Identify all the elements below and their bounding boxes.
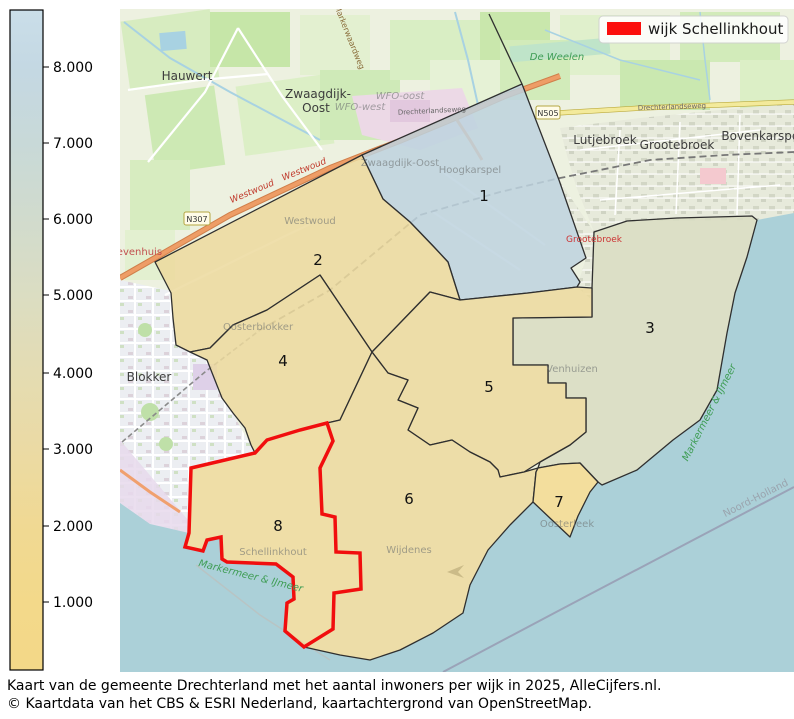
n505-badge: N505 <box>537 109 558 118</box>
town-block <box>700 168 726 184</box>
place-label: Bovenkarspel <box>721 129 794 143</box>
district-number-2: 2 <box>313 251 323 269</box>
place-label: Oosterblokker <box>223 322 294 333</box>
n307-badge: N307 <box>186 215 207 224</box>
place-label: Blokker <box>127 370 172 384</box>
road-n505 <box>539 100 794 116</box>
district-numbers: 1 2 3 4 5 6 7 8 <box>273 187 655 535</box>
tick-label: 1.000 <box>53 595 93 611</box>
place-label: Wijdenes <box>386 545 431 556</box>
boundary-fragment <box>488 13 523 85</box>
tick-label: 2.000 <box>53 519 93 535</box>
place-label: Zwaagdijk-Oost <box>361 158 439 169</box>
caption: Kaart van de gemeente Drechterland met h… <box>7 678 662 712</box>
highlight-outline-schellinkhout <box>182 420 363 650</box>
place-label: Hoogkarspel <box>439 165 501 176</box>
water-label: De Weelen <box>530 52 585 63</box>
district-number-5: 5 <box>484 378 494 396</box>
place-label: Grootebroek <box>566 235 623 245</box>
legend: wijk Schellinkhout <box>598 15 789 44</box>
district-7 <box>532 462 599 538</box>
pond <box>159 30 187 52</box>
district-number-4: 4 <box>278 352 288 370</box>
place-label: WFO-oost <box>376 91 426 102</box>
place-label: Oost <box>302 101 330 115</box>
place-label: Zevenhuis <box>110 247 162 258</box>
place-label: WFO-west <box>335 102 387 113</box>
district-number-3: 3 <box>645 319 655 337</box>
place-label: Grootebroek <box>640 138 715 152</box>
tick-label: 6.000 <box>53 212 93 228</box>
place-label: Schellinkhout <box>239 547 307 558</box>
road-label: Drechterlandseweg <box>398 105 467 117</box>
grootebroek-wedge <box>559 180 594 300</box>
place-label: Venhuizen <box>546 364 598 375</box>
tick-label: 8.000 <box>53 60 93 76</box>
parks <box>138 323 173 451</box>
district-number-1: 1 <box>479 187 489 205</box>
place-label: Oosterleek <box>540 519 594 530</box>
legend-swatch <box>607 22 641 35</box>
road-badges: N505 N307 <box>183 105 561 226</box>
tick-label: 4.000 <box>53 366 93 382</box>
colorbar-tick-labels: 8.000 7.000 6.000 5.000 4.000 3.000 2.00… <box>53 60 93 611</box>
colorbar: 8.000 7.000 6.000 5.000 4.000 3.000 2.00… <box>9 9 93 671</box>
markermeer-water <box>120 213 794 672</box>
tick-label: 5.000 <box>53 288 93 304</box>
district-number-6: 6 <box>404 490 414 508</box>
tick-label: 3.000 <box>53 442 93 458</box>
caption-line-1: Kaart van de gemeente Drechterland met h… <box>7 678 662 694</box>
caption-line-2: © Kaartdata van het CBS & ESRI Nederland… <box>7 696 592 712</box>
towns-strip <box>560 104 794 232</box>
colorbar-gradient <box>9 9 44 671</box>
province-boundary-line <box>442 486 794 672</box>
place-label: Lutjebroek <box>573 133 637 147</box>
place-label: Zwaagdijk- <box>285 87 351 101</box>
colorbar-tick-marks <box>43 66 49 603</box>
tick-label: 7.000 <box>53 136 93 152</box>
legend-label: wijk Schellinkhout <box>648 20 783 38</box>
district-number-7: 7 <box>554 493 564 511</box>
wfo-block <box>390 100 430 122</box>
place-label: Westwoud <box>284 216 336 227</box>
district-number-8: 8 <box>273 517 283 535</box>
town-streets <box>579 114 781 216</box>
place-label: Hauwert <box>162 69 213 83</box>
road-label: Drechterlandseweg <box>638 102 706 112</box>
